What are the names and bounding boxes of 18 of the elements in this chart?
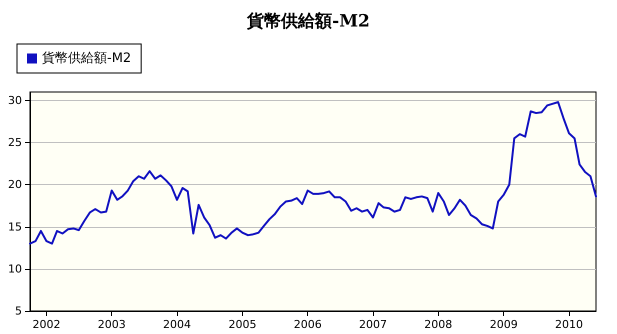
x-tick-label: 2006 (294, 318, 322, 331)
legend-label: 貨幣供給額-M2 (42, 51, 132, 66)
x-tick-label: 2003 (98, 318, 126, 331)
y-tick-label: 15 (8, 220, 22, 234)
line-series (29, 101, 597, 245)
x-tick-label: 2005 (228, 318, 256, 331)
y-tick-label: 20 (8, 178, 22, 192)
y-tick-label: 10 (8, 262, 22, 276)
x-tick-label: 2009 (490, 318, 518, 331)
y-tick-label: 25 (8, 136, 22, 150)
y-tick-label: 30 (8, 94, 22, 107)
x-tick-label: 2007 (359, 318, 387, 331)
x-tick-label: 2008 (424, 318, 452, 331)
x-tick-label: 2004 (163, 318, 191, 331)
x-tick-label: 2002 (32, 318, 60, 331)
y-tick-label: 5 (15, 304, 22, 318)
chart-title: 貨幣供給額-M2 (246, 12, 370, 32)
x-tick-label: 2010 (554, 318, 583, 331)
